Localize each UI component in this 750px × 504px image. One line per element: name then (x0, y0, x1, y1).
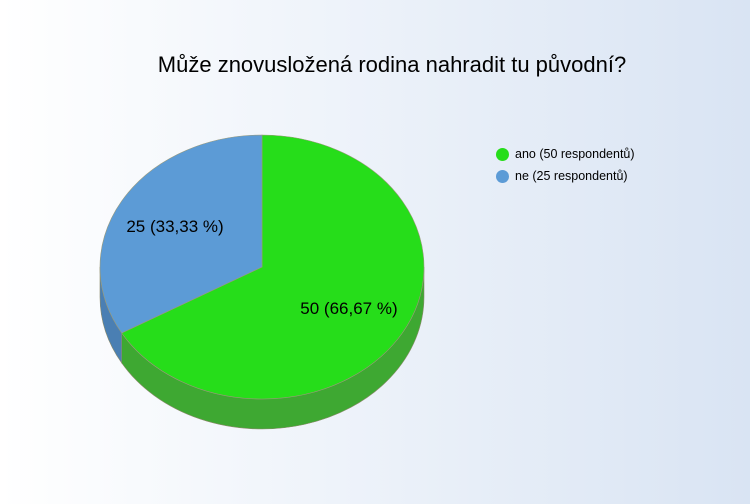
pie-label-1: 25 (33,33 %) (126, 217, 223, 236)
chart-title: Může znovusložená rodina nahradit tu pův… (157, 52, 627, 77)
legend: ano (50 respondentů) ne (25 respondentů) (496, 143, 635, 187)
legend-item-ano: ano (50 respondentů) (496, 143, 635, 165)
legend-marker-ano (496, 147, 509, 161)
legend-item-ne: ne (25 respondentů) (496, 165, 635, 187)
legend-marker-ne (496, 169, 509, 183)
legend-label-ne: ne (25 respondentů) (515, 169, 628, 183)
pie-slice-0 (121, 134, 425, 400)
pie-label-0: 50 (66,67 %) (300, 299, 397, 318)
legend-label-ano: ano (50 respondentů) (515, 147, 635, 161)
pie-slice-1 (99, 134, 263, 334)
